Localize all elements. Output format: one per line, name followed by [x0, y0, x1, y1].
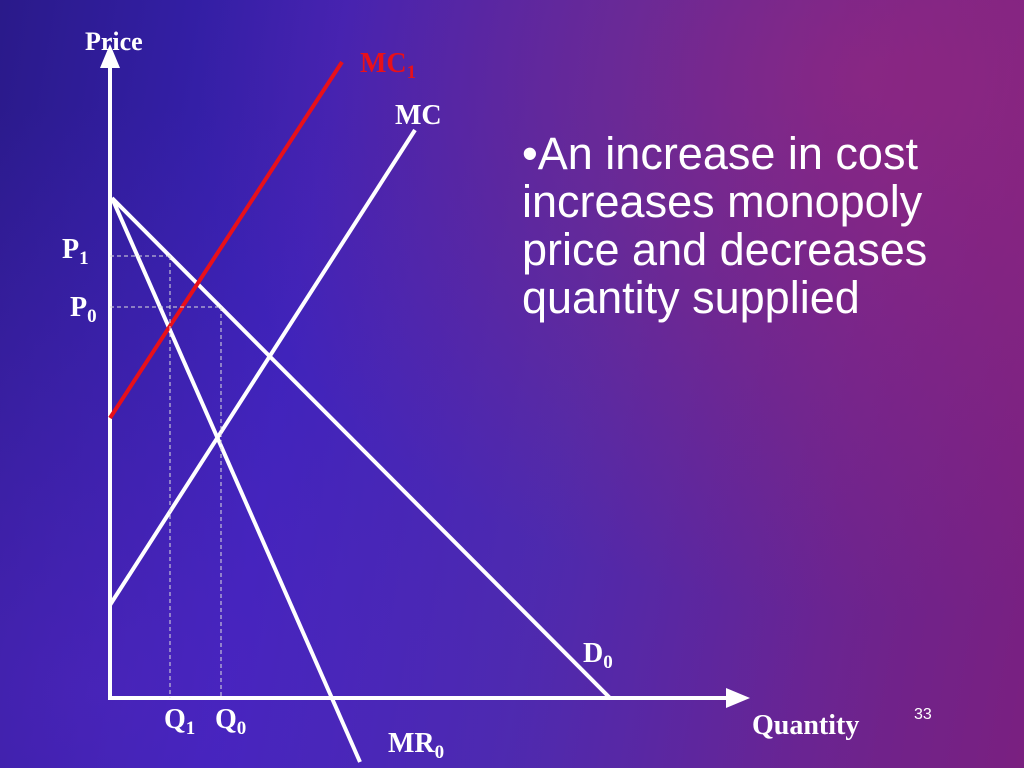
label-sub: 1	[79, 248, 89, 269]
x-axis-label: Quantity	[752, 710, 859, 741]
y-arrow	[100, 44, 120, 68]
demand-label: D0	[583, 638, 613, 673]
label-main: MR	[388, 728, 435, 759]
quantity-label: Q1	[164, 704, 195, 739]
quantity-label: Q0	[215, 704, 246, 739]
label-main: P	[62, 234, 79, 265]
label-sub: 0	[435, 742, 445, 763]
label-main: Q	[215, 704, 237, 735]
bullet-line: quantity supplied	[522, 272, 860, 323]
y-axis-label: Price	[85, 27, 143, 56]
label-main: P	[70, 292, 87, 323]
label-main: D	[583, 638, 603, 669]
bullet-line: •An increase in cost	[522, 128, 918, 179]
mc1-curve	[108, 60, 344, 420]
mr-label: MR0	[388, 728, 444, 763]
bullet-line: price and decreases	[522, 224, 928, 275]
label-main: Q	[164, 704, 186, 735]
label-sub: 1	[407, 62, 417, 83]
price-label: P0	[70, 292, 97, 327]
label-main: MC	[360, 48, 407, 79]
label-sub: 0	[87, 306, 97, 327]
mc1-label: MC1	[360, 48, 416, 83]
label-sub: 1	[186, 718, 196, 739]
mc-label: MC	[395, 100, 442, 131]
price-label: P1	[62, 234, 89, 269]
bullet-text: •An increase in cost increases monopoly …	[522, 130, 927, 322]
bullet-line: increases monopoly	[522, 176, 923, 227]
demand-curve	[110, 196, 612, 700]
mr-curve	[110, 197, 362, 763]
x-arrow	[726, 688, 750, 708]
page-number: 33	[914, 706, 932, 723]
mc-curve	[108, 128, 417, 607]
label-sub: 0	[603, 652, 613, 673]
label-sub: 0	[237, 718, 247, 739]
